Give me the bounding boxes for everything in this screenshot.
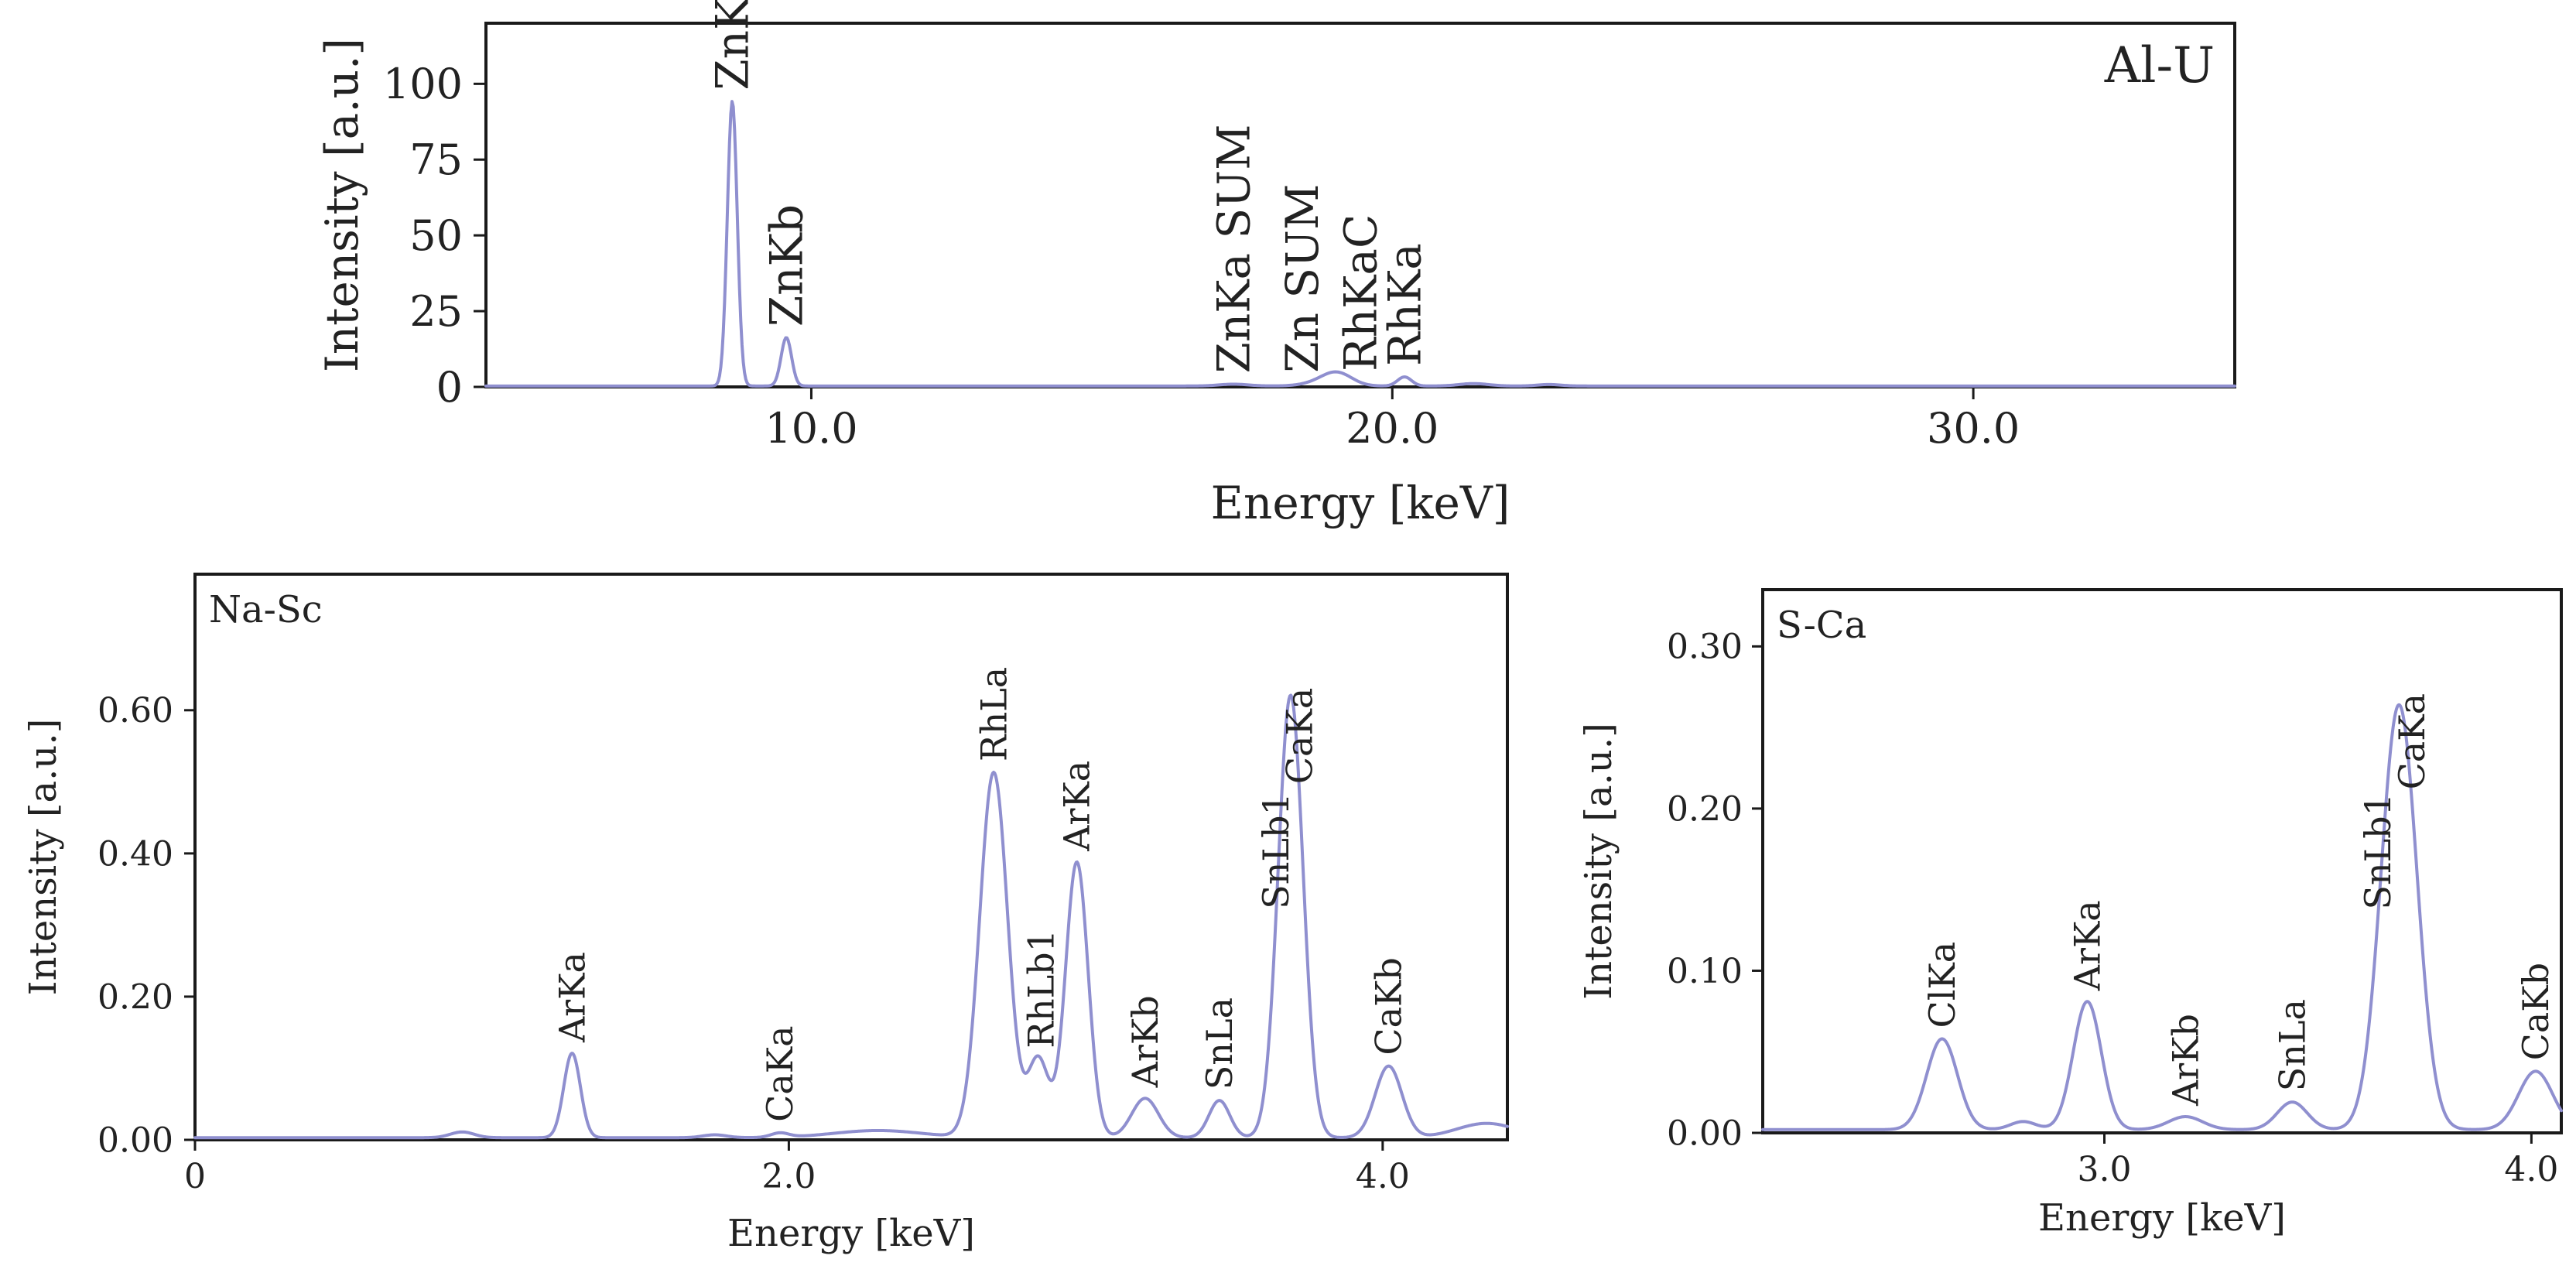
y-tick-label: 0.10 — [1667, 952, 1743, 991]
peak-label: ZnKb — [760, 204, 812, 327]
peak-label: ArKa — [2067, 900, 2109, 991]
peak-label: Zn SUM — [1276, 184, 1329, 373]
y-axis-label: Intensity [a.u.] — [1577, 723, 1620, 1000]
y-axis-label: Intensity [a.u.] — [316, 38, 368, 372]
peak-label: CaKa — [2391, 693, 2433, 789]
x-tick-label: 4.0 — [1356, 1157, 1410, 1196]
chart-na-sc: 0.00 0.20 0.40 0.60 0 2.0 4.0 Energy [keV] Inten… — [22, 573, 1509, 1255]
peak-label: RhKa — [1378, 243, 1431, 366]
x-axis-label: Energy [keV] — [2038, 1196, 2286, 1240]
spectrum-line — [193, 693, 1509, 1140]
peak-label: SnLb1 — [2357, 793, 2399, 909]
x-tick-label: 30.0 — [1927, 404, 2020, 453]
peak-label: RhKaC — [1334, 214, 1387, 371]
peak-label: ArKb — [1124, 995, 1166, 1088]
peak-label: ZnKa SUM — [1208, 124, 1261, 373]
chart-al-u: 0 25 50 75 100 10.0 20.0 30.0 Energy [keV] Intens… — [316, 0, 2236, 529]
panel-label: Na-Sc — [209, 588, 323, 631]
peak-label: ClKa — [1921, 942, 1963, 1028]
y-tick-label: 75 — [409, 135, 463, 184]
peak-label: ArKb — [2164, 1014, 2206, 1107]
panel-label: S-Ca — [1777, 604, 1866, 647]
x-axis-label: Energy [keV] — [1211, 477, 1510, 529]
plot-frame — [484, 22, 2236, 388]
peak-label: ZnKa — [706, 0, 759, 91]
y-tick-label: 0.00 — [1667, 1114, 1743, 1153]
y-tick-label: 0.40 — [97, 834, 173, 874]
peak-label: SnLa — [2271, 999, 2313, 1091]
x-tick-label: 10.0 — [765, 404, 857, 453]
peak-label: ArKa — [1056, 761, 1098, 852]
y-tick-label: 0.60 — [97, 691, 173, 730]
peak-label: CaKa — [759, 1025, 801, 1121]
peak-label: ArKa — [551, 952, 593, 1043]
x-tick-label: 0 — [184, 1157, 206, 1196]
x-tick-label: 3.0 — [2078, 1150, 2132, 1189]
y-tick-label: 100 — [383, 60, 463, 108]
x-tick-label: 2.0 — [761, 1157, 816, 1196]
y-tick-label: 0 — [436, 363, 463, 412]
x-tick-label: 20.0 — [1346, 404, 1439, 453]
panel-label: Al-U — [2104, 37, 2215, 94]
peak-label: CaKb — [2515, 963, 2557, 1060]
y-tick-label: 50 — [409, 211, 463, 260]
y-tick-label: 0.20 — [1667, 789, 1743, 829]
y-tick-label: 0.00 — [97, 1120, 173, 1160]
chart-s-ca: 0.00 0.10 0.20 0.30 3.0 4.0 Energy [keV] Intens… — [1577, 588, 2563, 1240]
y-axis-label: Intensity [a.u.] — [22, 719, 65, 996]
y-tick-label: 0.30 — [1667, 628, 1743, 667]
x-axis-label: Energy [keV] — [727, 1212, 975, 1255]
peak-label: SnLb1 — [1255, 792, 1297, 908]
spectrum-line — [1761, 703, 2563, 1131]
peak-label: RhLa — [973, 667, 1014, 761]
y-tick-label: 0.20 — [97, 977, 173, 1017]
peak-label: SnLa — [1199, 997, 1240, 1090]
x-tick-label: 4.0 — [2504, 1150, 2558, 1189]
peak-label: CaKb — [1368, 957, 1410, 1055]
peak-label: RhLb1 — [1021, 929, 1062, 1049]
plot-frame — [1761, 588, 2563, 1134]
spectrum-line — [484, 100, 2236, 388]
plot-frame — [193, 573, 1509, 1141]
y-tick-label: 25 — [409, 287, 463, 336]
peak-label: CaKa — [1278, 688, 1320, 784]
